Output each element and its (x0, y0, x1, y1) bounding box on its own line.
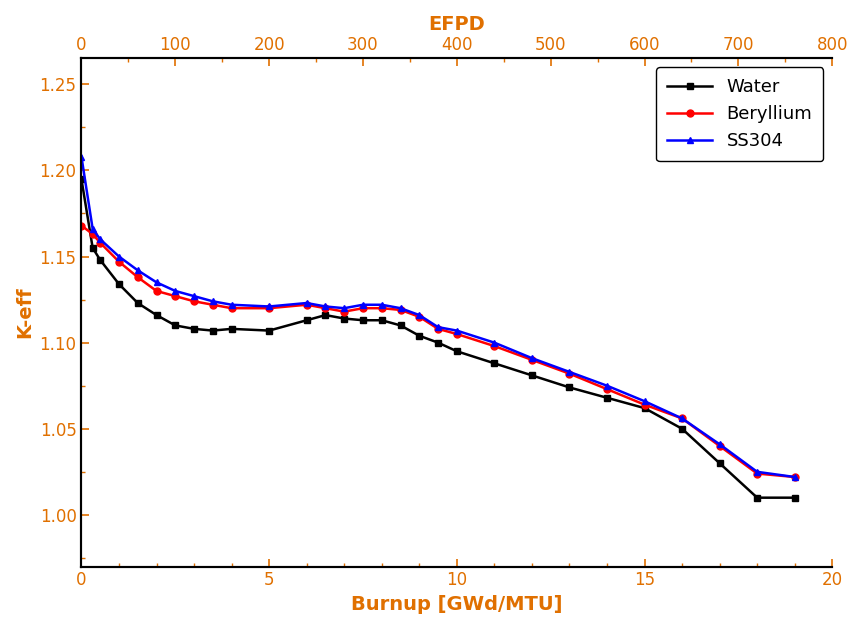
SS304 (715, 440, 725, 448)
Water (790, 494, 800, 501)
Water (526, 372, 537, 379)
Beryllium (376, 304, 387, 312)
Beryllium (639, 401, 650, 408)
Beryllium (208, 301, 218, 308)
Legend: Water, Beryllium, SS304: Water, Beryllium, SS304 (656, 67, 823, 161)
SS304 (414, 311, 425, 319)
SS304 (87, 225, 98, 233)
X-axis label: EFPD: EFPD (428, 15, 485, 34)
Beryllium (790, 473, 800, 481)
SS304 (76, 153, 86, 160)
Y-axis label: K-eff: K-eff (15, 287, 34, 338)
SS304 (395, 304, 406, 312)
SS304 (133, 267, 143, 274)
Beryllium (76, 222, 86, 230)
Beryllium (715, 442, 725, 450)
Beryllium (114, 258, 124, 265)
Water (76, 175, 86, 183)
SS304 (95, 235, 105, 243)
SS304 (208, 298, 218, 305)
Beryllium (414, 313, 425, 321)
SS304 (677, 415, 687, 422)
Water (451, 347, 462, 355)
Beryllium (95, 239, 105, 247)
SS304 (376, 301, 387, 308)
Beryllium (170, 292, 180, 300)
Water (170, 321, 180, 329)
Line: SS304: SS304 (78, 153, 798, 481)
Water (114, 281, 124, 288)
Beryllium (151, 287, 161, 295)
Water (602, 394, 612, 401)
SS304 (752, 468, 762, 476)
SS304 (114, 253, 124, 260)
Beryllium (752, 470, 762, 477)
Beryllium (451, 330, 462, 338)
Water (95, 256, 105, 264)
Beryllium (677, 415, 687, 422)
SS304 (790, 473, 800, 481)
Water (264, 327, 274, 335)
Water (414, 332, 425, 340)
SS304 (639, 398, 650, 405)
SS304 (170, 287, 180, 295)
Beryllium (226, 304, 236, 312)
Water (358, 316, 369, 324)
Water (489, 360, 500, 367)
Beryllium (433, 325, 444, 333)
Beryllium (358, 304, 369, 312)
Water (564, 384, 575, 391)
SS304 (189, 292, 199, 300)
SS304 (226, 301, 236, 308)
SS304 (602, 382, 612, 389)
Beryllium (526, 356, 537, 364)
SS304 (564, 368, 575, 376)
Water (395, 321, 406, 329)
Water (752, 494, 762, 501)
Water (639, 404, 650, 412)
Beryllium (301, 301, 312, 308)
SS304 (301, 299, 312, 307)
Beryllium (189, 298, 199, 305)
Water (133, 299, 143, 307)
SS304 (526, 354, 537, 362)
Water (226, 325, 236, 333)
Water (208, 327, 218, 335)
SS304 (358, 301, 369, 308)
Water (433, 339, 444, 347)
Beryllium (395, 306, 406, 314)
Beryllium (602, 386, 612, 393)
Water (715, 459, 725, 467)
Water (677, 425, 687, 433)
SS304 (489, 339, 500, 347)
Line: Beryllium: Beryllium (78, 222, 798, 481)
Water (151, 311, 161, 319)
Water (87, 244, 98, 252)
Water (339, 314, 350, 322)
SS304 (151, 279, 161, 286)
SS304 (264, 303, 274, 310)
Beryllium (87, 230, 98, 238)
Beryllium (320, 304, 331, 312)
SS304 (339, 304, 350, 312)
Water (189, 325, 199, 333)
Water (320, 311, 331, 319)
Water (301, 316, 312, 324)
Beryllium (339, 308, 350, 315)
X-axis label: Burnup [GWd/MTU]: Burnup [GWd/MTU] (351, 595, 563, 614)
Water (376, 316, 387, 324)
Beryllium (489, 342, 500, 350)
SS304 (320, 303, 331, 310)
Beryllium (564, 370, 575, 377)
Line: Water: Water (78, 175, 798, 501)
Beryllium (264, 304, 274, 312)
SS304 (433, 323, 444, 331)
SS304 (451, 327, 462, 335)
Beryllium (133, 274, 143, 281)
